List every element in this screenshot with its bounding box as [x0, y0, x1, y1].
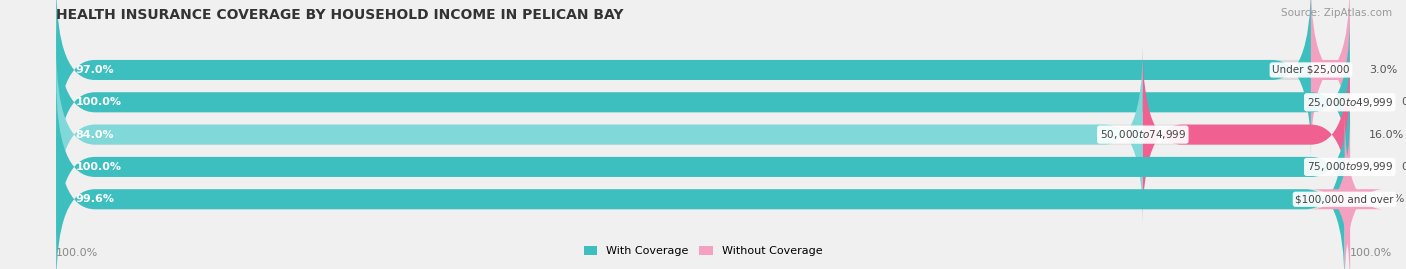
Text: 97.0%: 97.0%: [76, 65, 114, 75]
Text: $75,000 to $99,999: $75,000 to $99,999: [1306, 160, 1393, 174]
FancyBboxPatch shape: [56, 15, 1350, 189]
FancyBboxPatch shape: [1310, 0, 1350, 157]
Text: 0.0%: 0.0%: [1402, 162, 1406, 172]
Text: $50,000 to $74,999: $50,000 to $74,999: [1099, 128, 1185, 141]
FancyBboxPatch shape: [1143, 48, 1350, 222]
Text: 3.0%: 3.0%: [1369, 65, 1398, 75]
Text: 0.43%: 0.43%: [1369, 194, 1405, 204]
Text: 0.0%: 0.0%: [1402, 97, 1406, 107]
Text: 100.0%: 100.0%: [1350, 248, 1392, 258]
Text: Source: ZipAtlas.com: Source: ZipAtlas.com: [1281, 8, 1392, 18]
Text: Under $25,000: Under $25,000: [1272, 65, 1350, 75]
FancyBboxPatch shape: [56, 48, 1143, 222]
Text: $100,000 and over: $100,000 and over: [1295, 194, 1393, 204]
Legend: With Coverage, Without Coverage: With Coverage, Without Coverage: [579, 241, 827, 261]
FancyBboxPatch shape: [56, 80, 1350, 254]
FancyBboxPatch shape: [56, 0, 1350, 157]
Text: 100.0%: 100.0%: [76, 97, 122, 107]
FancyBboxPatch shape: [56, 112, 1344, 269]
Text: HEALTH INSURANCE COVERAGE BY HOUSEHOLD INCOME IN PELICAN BAY: HEALTH INSURANCE COVERAGE BY HOUSEHOLD I…: [56, 8, 624, 22]
FancyBboxPatch shape: [1312, 112, 1384, 269]
FancyBboxPatch shape: [56, 15, 1350, 189]
Text: 100.0%: 100.0%: [56, 248, 98, 258]
Text: 99.6%: 99.6%: [76, 194, 115, 204]
FancyBboxPatch shape: [56, 48, 1350, 222]
Text: 100.0%: 100.0%: [76, 162, 122, 172]
FancyBboxPatch shape: [56, 0, 1310, 157]
Text: $25,000 to $49,999: $25,000 to $49,999: [1306, 96, 1393, 109]
FancyBboxPatch shape: [56, 80, 1350, 254]
Text: 16.0%: 16.0%: [1369, 130, 1405, 140]
FancyBboxPatch shape: [56, 112, 1350, 269]
Text: 84.0%: 84.0%: [76, 130, 114, 140]
